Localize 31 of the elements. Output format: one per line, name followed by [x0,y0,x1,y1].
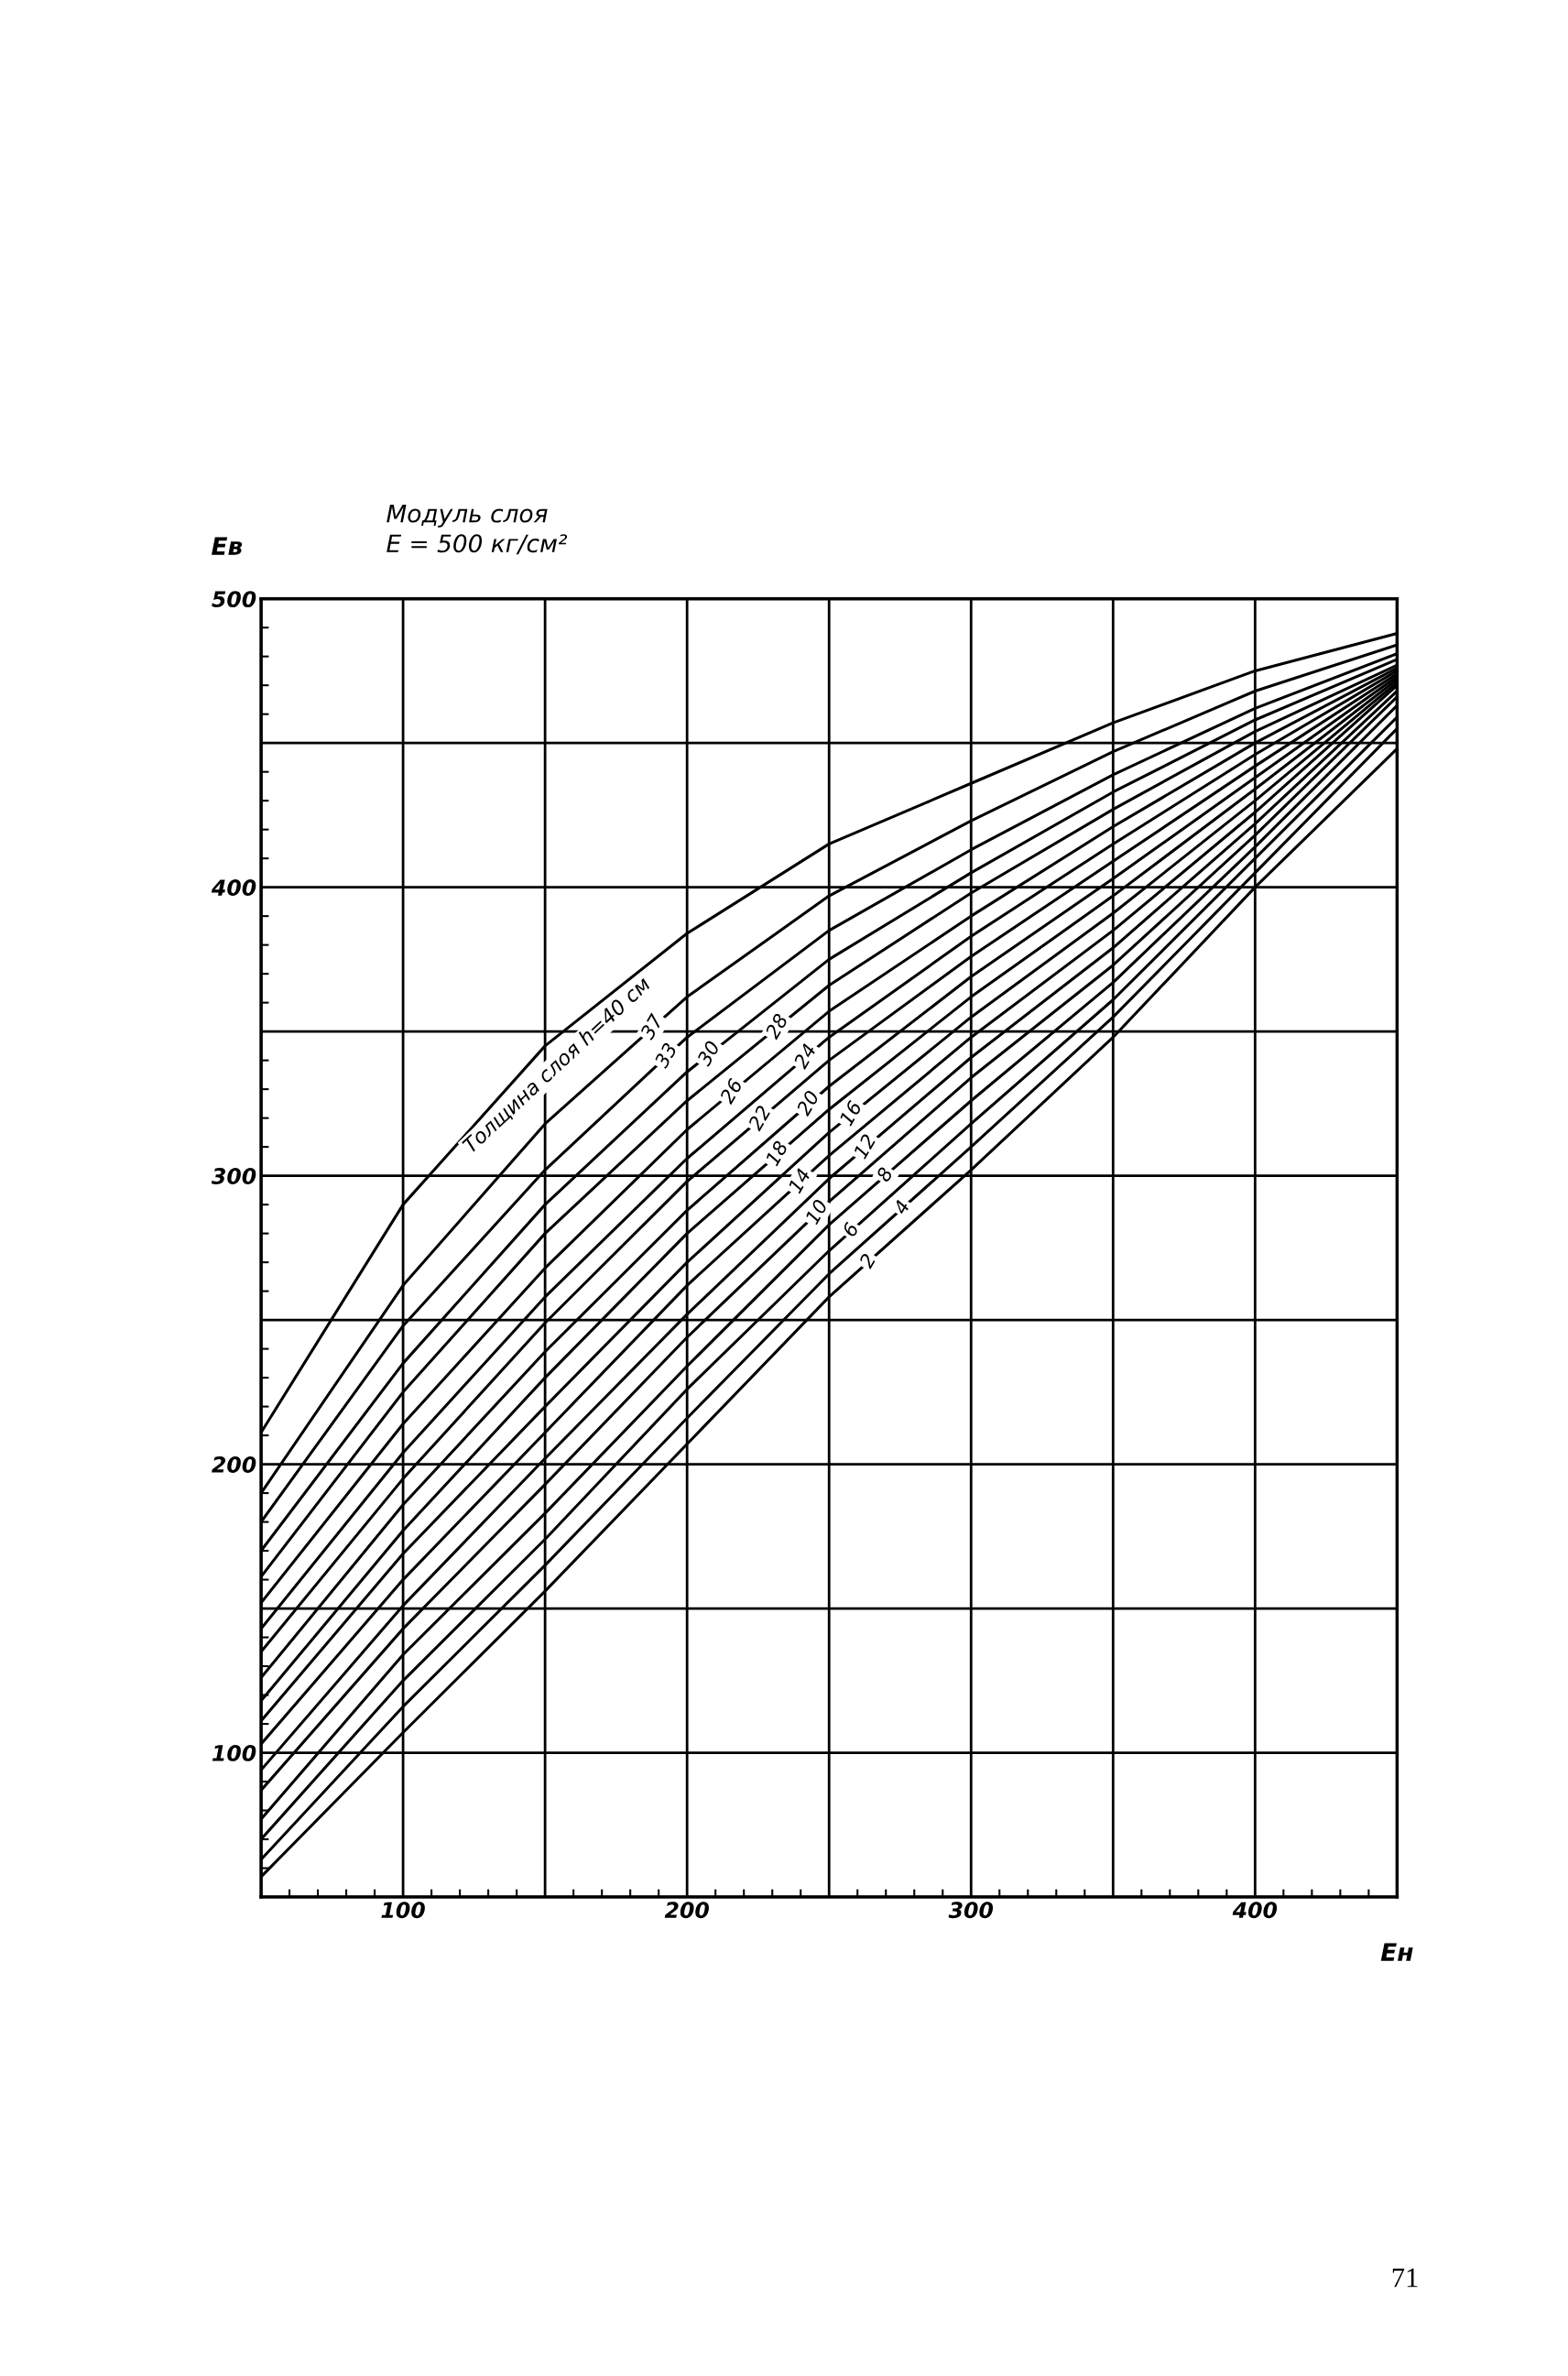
x-tick-label: 100 [381,1902,425,1919]
text: 37 [638,1012,664,1041]
text: 2 [857,1252,877,1270]
text: 16 [838,1099,863,1127]
y-tick-label: 400 [211,879,256,896]
text: 8 [875,1166,894,1183]
text: 20 [795,1089,820,1117]
text: 6 [841,1221,860,1237]
x-axis-title: Eн [1380,1943,1413,1961]
text: 24 [792,1042,817,1070]
text: 10 [804,1198,829,1226]
text: 14 [787,1168,811,1194]
y-tick-label: 200 [212,1456,256,1473]
y-axis-title: Eв [212,537,243,555]
text: 71 [1392,2268,1418,2287]
y-tick-label: 300 [211,1168,256,1184]
x-tick-label: 200 [664,1902,709,1919]
text: 12 [853,1133,877,1160]
x-tick-label: 400 [1232,1902,1278,1919]
text: 33 [653,1041,678,1070]
text: 22 [746,1104,771,1132]
chart-subtitle: E = 500 кг/см² [387,534,568,555]
x-tick-label: 300 [948,1902,994,1919]
y-tick-label: 100 [212,1745,256,1761]
text: 30 [695,1040,721,1068]
text: 26 [718,1077,744,1106]
text: 18 [764,1139,789,1167]
text: 4 [892,1199,910,1215]
text: 28 [764,1012,789,1041]
y-tick-label: 500 [212,591,256,607]
chart-title: Модуль слоя [387,505,548,528]
